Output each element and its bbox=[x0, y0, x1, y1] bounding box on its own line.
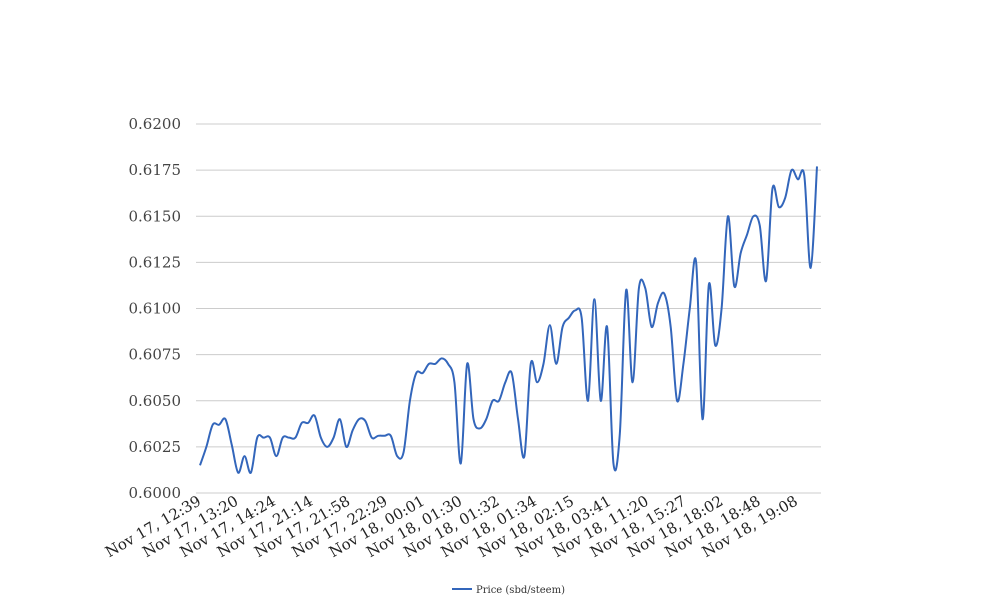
series-lines bbox=[199, 166, 818, 474]
y-tick-label: 0.6200 bbox=[129, 115, 182, 133]
series-line bbox=[199, 166, 818, 474]
y-tick-label: 0.6175 bbox=[129, 161, 182, 179]
y-tick-label: 0.6075 bbox=[129, 346, 182, 364]
y-tick-label: 0.6025 bbox=[129, 438, 182, 456]
y-tick-label: 0.6000 bbox=[129, 484, 182, 502]
y-tick-label: 0.6150 bbox=[129, 207, 182, 225]
gridlines bbox=[196, 123, 821, 494]
y-tick-label: 0.6100 bbox=[129, 300, 182, 318]
legend-label: Price (sbd/steem) bbox=[476, 585, 565, 596]
y-axis-ticks: 0.6000 0.6025 0.6050 0.6075 0.6100 0.6125 0.61… bbox=[129, 115, 182, 502]
legend: Price (sbd/steem) bbox=[452, 585, 565, 596]
y-tick-label: 0.6050 bbox=[129, 392, 182, 410]
y-tick-label: 0.6125 bbox=[129, 253, 182, 271]
